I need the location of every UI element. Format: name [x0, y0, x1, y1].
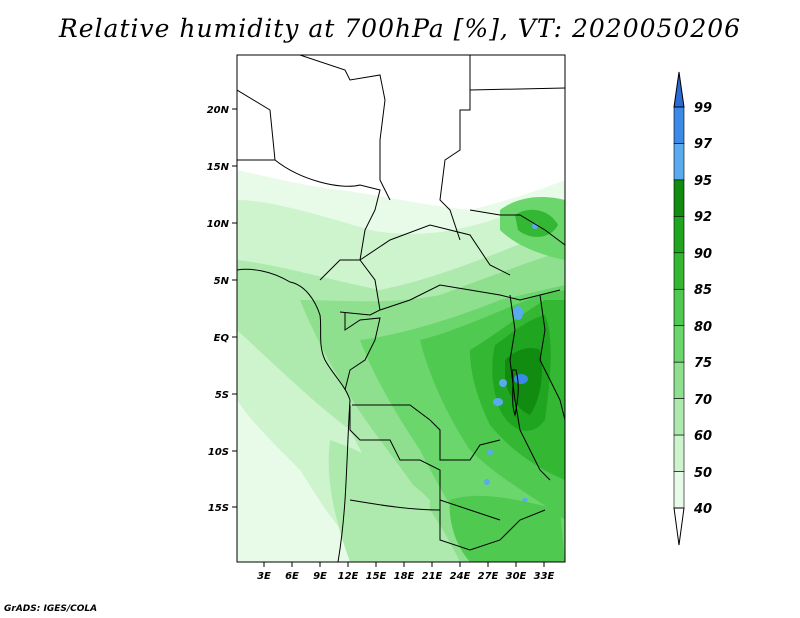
lon-tick-label: 6E [285, 571, 299, 582]
colorbar-box [673, 252, 685, 290]
lat-tick-label: 5N [214, 276, 230, 287]
rh-95-patch [484, 479, 490, 485]
lat-tick-label: 15N [207, 162, 230, 173]
lon-tick-label: 15E [366, 571, 387, 582]
border-drc-south [352, 404, 501, 461]
colorbar-box [673, 325, 685, 363]
lon-tick-label: 30E [506, 571, 527, 582]
colorbar-box [673, 398, 685, 436]
lon-tick-label: 18E [394, 571, 415, 582]
rh-95-patch [514, 374, 528, 384]
border-namibia [349, 499, 441, 511]
colorbar-box [673, 471, 685, 509]
colorbar-bottom-arrow [673, 507, 685, 546]
rh-95-patch [493, 398, 503, 406]
lat-tick-label: 20N [207, 105, 230, 116]
colorbar-label: 97 [694, 137, 713, 152]
colorbar-label: 70 [694, 393, 712, 408]
lon-tick-label: 21E [422, 571, 443, 582]
humidity-field [237, 170, 565, 562]
colorbar-box [673, 434, 685, 472]
lat-axis [232, 108, 237, 508]
colorbar-top-arrow [673, 71, 685, 108]
border-zambia [439, 500, 546, 551]
lon-tick-label: 24E [450, 571, 471, 582]
border-car [359, 224, 511, 276]
colorbar: 99 97 95 92 90 85 80 75 70 60 50 40 [673, 71, 713, 546]
colorbar-box [673, 216, 685, 254]
lake-tanganyika [511, 369, 519, 417]
colorbar-box [673, 179, 685, 217]
lat-tick-label: EQ [214, 333, 230, 344]
border-congo [379, 284, 561, 311]
colorbar-label: 80 [694, 320, 712, 335]
lon-axis [263, 562, 545, 567]
rh-southwest-land [328, 440, 430, 562]
colorbar-box [673, 106, 685, 144]
border-east-2 [539, 294, 565, 421]
colorbar-label: 75 [694, 356, 712, 371]
grads-credit: GrADS: IGES/COLA [4, 604, 98, 614]
colorbar-label: 85 [694, 283, 712, 298]
colorbar-label: 40 [693, 502, 712, 517]
country-borders [237, 55, 565, 562]
coastline-west [237, 268, 351, 401]
lon-tick-labels: 3E 6E 9E 12E 15E 18E 21E 24E 27E 30E 33E [257, 571, 554, 582]
colorbar-box [673, 361, 685, 399]
colorbar-labels: 99 97 95 92 90 85 80 75 70 60 50 40 [693, 101, 713, 517]
lat-tick-label: 5S [215, 390, 229, 401]
lon-tick-label: 33E [534, 571, 555, 582]
rh-95-patch [499, 379, 507, 387]
colorbar-box [673, 288, 685, 327]
lon-tick-label: 3E [257, 571, 271, 582]
colorbar-label: 92 [694, 210, 712, 225]
border-north-top [469, 87, 565, 91]
rh-95-patch [513, 306, 523, 320]
colorbar-label: 60 [694, 429, 712, 444]
lon-tick-label: 9E [313, 571, 327, 582]
border-north-4 [274, 159, 381, 261]
colorbar-label: 95 [694, 174, 712, 189]
lat-tick-label: 10N [207, 219, 230, 230]
map-title: Relative humidity at 700hPa [%], VT: 202… [58, 14, 742, 43]
colorbar-label: 99 [694, 101, 712, 116]
lon-tick-label: 12E [338, 571, 359, 582]
border-drc-west [344, 312, 381, 391]
coastline-south [337, 399, 351, 562]
lat-tick-label: 10S [208, 447, 229, 458]
border-cameroon [319, 259, 381, 316]
lat-tick-labels: 20N 15N 10N 5N EQ 5S 10S 15S [207, 105, 230, 514]
border-angola [349, 405, 501, 521]
border-east-1 [509, 294, 551, 481]
border-north-2 [439, 55, 471, 241]
colorbar-boxes [673, 106, 685, 509]
colorbar-label: 90 [694, 247, 712, 262]
lat-tick-label: 15S [208, 503, 229, 514]
border-north-1 [299, 55, 391, 201]
border-sudan [469, 209, 565, 246]
rh-north-core [515, 209, 558, 237]
border-north-3 [237, 89, 276, 161]
colorbar-box [673, 143, 685, 181]
colorbar-label: 50 [694, 466, 712, 481]
rh-95-patch [522, 498, 528, 502]
map-frame [236, 54, 566, 563]
lon-tick-label: 27E [478, 571, 499, 582]
rh-95-patch [487, 449, 493, 455]
